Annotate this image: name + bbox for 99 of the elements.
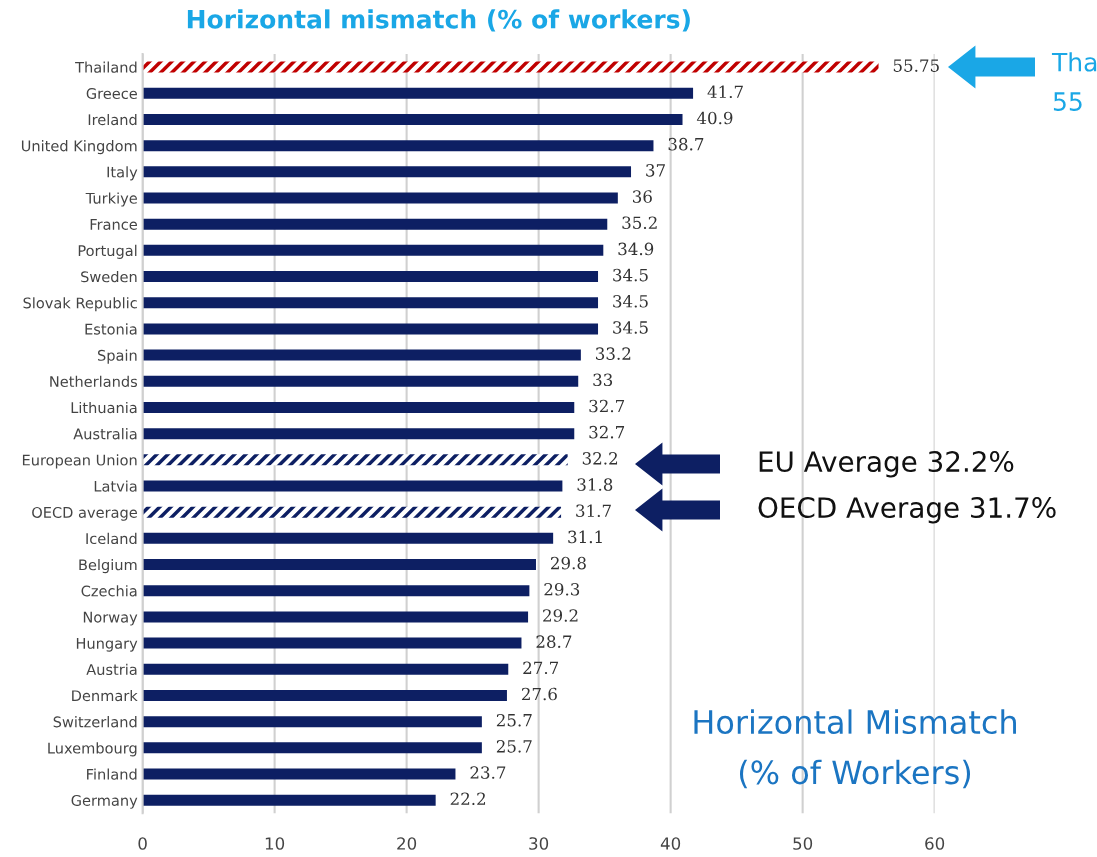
bar [142, 742, 482, 754]
y-tick-label: Sweden [81, 271, 137, 283]
bar [142, 480, 563, 492]
data-label: 38.7 [668, 137, 704, 151]
data-label: 41.7 [707, 85, 743, 99]
data-label: 33 [593, 373, 613, 387]
data-label: 29.8 [551, 556, 586, 570]
y-tick-label: Slovak Republic [23, 297, 137, 312]
data-label: 34.5 [613, 268, 648, 282]
bar [142, 192, 618, 204]
y-tick-label: Ireland [88, 113, 137, 126]
y-tick-label: Denmark [72, 689, 138, 702]
chart-title: Horizontal mismatch (% of workers) [187, 9, 690, 32]
bar [142, 768, 456, 780]
x-tick-label: 60 [925, 837, 945, 850]
bar [142, 113, 683, 125]
annotation: EU Average 32.2% [759, 451, 1014, 478]
data-label: 32.7 [589, 425, 625, 439]
y-tick-label: Finland [87, 768, 137, 780]
data-label: 27.6 [521, 687, 557, 701]
bar [142, 244, 604, 256]
bar [142, 428, 575, 440]
data-label: 34.9 [618, 242, 654, 256]
bar [142, 375, 579, 387]
y-tick-label: Thailand [75, 61, 137, 73]
data-label: 32.2 [582, 452, 618, 465]
y-tick-label: France [90, 219, 137, 230]
data-label: 23.7 [470, 766, 506, 779]
data-label: 35.2 [622, 216, 657, 230]
data-label: 27.7 [523, 661, 559, 675]
text: Tha 55 [1051, 52, 1097, 111]
y-tick-label: Australia [73, 428, 137, 440]
data-label: 29.3 [544, 582, 580, 596]
y-tick-label: Switzerland [53, 716, 137, 728]
bar [142, 271, 599, 283]
bar [142, 349, 581, 361]
data-label: 29.2 [543, 609, 578, 622]
bar [142, 716, 482, 728]
bar [142, 532, 554, 544]
data-label: 25.7 [496, 740, 532, 753]
data-label: 31.1 [568, 530, 602, 544]
bar [142, 611, 529, 623]
bar [142, 166, 632, 178]
data-label: 33.2 [596, 347, 631, 360]
y-tick-label: Latvia [94, 480, 137, 492]
y-tick-label: Greece [86, 87, 137, 100]
bar [142, 218, 608, 230]
bar [142, 297, 599, 309]
y-tick-label: Portugal [78, 244, 137, 259]
y-tick-label: European Union [22, 454, 137, 469]
bar [142, 401, 575, 413]
y-tick-label: Turkiye [85, 192, 137, 207]
y-tick-label: Estonia [85, 323, 137, 335]
bar [142, 140, 654, 152]
x-tick-label: 20 [397, 837, 417, 850]
y-tick-label: Iceland [86, 532, 137, 545]
bar [142, 794, 436, 806]
bar [142, 559, 536, 571]
data-label: 36 [632, 190, 652, 203]
y-tick-label: Spain [97, 349, 137, 364]
bar [142, 87, 694, 99]
bar [142, 61, 879, 73]
y-tick-label: Germany [71, 794, 138, 809]
data-label: 37 [646, 164, 665, 177]
y-tick-label: Netherlands [50, 375, 138, 388]
x-tick-label: 40 [660, 837, 681, 850]
data-label: 28.7 [536, 635, 572, 648]
bar [142, 323, 599, 335]
bar [142, 637, 522, 649]
y-tick-label: OECD average [32, 506, 137, 521]
bar [142, 689, 507, 701]
y-tick-label: Lithuania [71, 401, 137, 414]
data-label: 34.5 [613, 321, 648, 334]
x-tick-label: 10 [265, 837, 285, 850]
data-label: 40.9 [696, 111, 733, 125]
y-tick-label: Hungary [76, 638, 138, 652]
bar [142, 454, 568, 466]
data-label: 31.7 [576, 504, 611, 518]
annotation: OECD Average 31.7% [758, 497, 1056, 524]
data-label: 34.5 [613, 294, 648, 308]
bar [142, 585, 530, 597]
y-tick-label: Luxembourg [48, 742, 137, 757]
data-label: 32.7 [589, 399, 625, 413]
y-tick-label: Czechia [81, 585, 137, 597]
y-tick-label: United Kingdom [21, 140, 137, 155]
y-tick-label: Belgium [79, 559, 137, 574]
bar [142, 663, 509, 675]
data-label: 55.75 [893, 59, 939, 72]
data-label: 25.7 [496, 713, 532, 727]
x-tick-label: 30 [529, 837, 549, 850]
x-tick-label: 0 [138, 837, 147, 850]
y-tick-label: Italy [107, 166, 138, 181]
annotation: Horizontal Mismatch (% of Workers) [694, 709, 1016, 789]
y-tick-label: Norway [83, 611, 138, 626]
bar [142, 506, 562, 518]
y-tick-label: Austria [86, 663, 137, 676]
x-tick-label: 50 [793, 837, 813, 850]
data-label: 22.2 [450, 792, 486, 806]
data-label: 31.8 [577, 478, 613, 491]
